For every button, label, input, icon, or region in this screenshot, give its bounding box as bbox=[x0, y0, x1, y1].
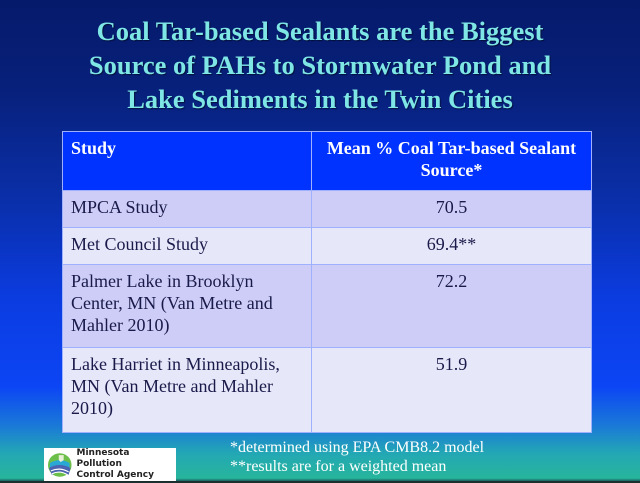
table-row: MPCA Study 70.5 bbox=[62, 190, 592, 228]
value-cell: 69.4** bbox=[311, 227, 592, 265]
value-cell: 70.5 bbox=[311, 190, 592, 228]
footnotes: *determined using EPA CMB8.2 model **res… bbox=[230, 438, 484, 476]
title-line-3: Lake Sediments in the Twin Cities bbox=[127, 84, 513, 114]
mpca-logo-icon bbox=[47, 452, 72, 477]
header-mean-percent: Mean % Coal Tar-based Sealant Source* bbox=[311, 131, 592, 191]
footnote-2: **results are for a weighted mean bbox=[230, 458, 447, 475]
table-row: Lake Harriet in Minneapolis, MN (Van Met… bbox=[62, 347, 592, 433]
studies-table: Study Mean % Coal Tar-based Sealant Sour… bbox=[62, 131, 592, 433]
footnote-1: *determined using EPA CMB8.2 model bbox=[230, 439, 485, 456]
header-study: Study bbox=[62, 131, 312, 191]
study-cell: Palmer Lake in Brooklyn Center, MN (Van … bbox=[62, 264, 312, 348]
value-cell: 72.2 bbox=[311, 264, 592, 348]
logo-line-2: Control Agency bbox=[76, 470, 154, 480]
study-cell: MPCA Study bbox=[62, 190, 312, 228]
table-row: Palmer Lake in Brooklyn Center, MN (Van … bbox=[62, 264, 592, 348]
logo-line-1: Minnesota Pollution bbox=[76, 448, 130, 469]
study-cell: Met Council Study bbox=[62, 227, 312, 265]
study-cell: Lake Harriet in Minneapolis, MN (Van Met… bbox=[62, 347, 312, 433]
bottom-strip bbox=[0, 481, 640, 483]
table-row: Met Council Study 69.4** bbox=[62, 227, 592, 265]
title-line-2: Source of PAHs to Stormwater Pond and bbox=[88, 50, 552, 80]
slide-title: Coal Tar-based Sealants are the Biggest … bbox=[0, 14, 640, 116]
table-header-row: Study Mean % Coal Tar-based Sealant Sour… bbox=[62, 131, 592, 191]
mpca-logo: Minnesota Pollution Control Agency bbox=[44, 448, 176, 481]
value-cell: 51.9 bbox=[311, 347, 592, 433]
title-line-1: Coal Tar-based Sealants are the Biggest bbox=[96, 16, 544, 46]
